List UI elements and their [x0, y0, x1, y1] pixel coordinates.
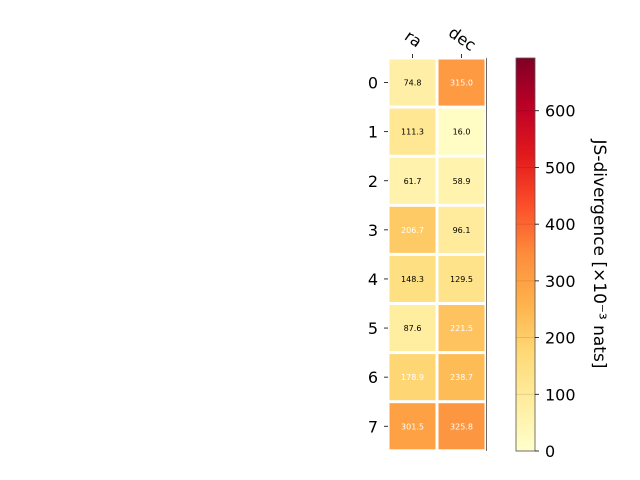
heatmap-cell	[438, 403, 485, 450]
cell-value-label: 58.9	[453, 177, 471, 186]
heatmap-cell	[438, 108, 485, 155]
heatmap-cell	[389, 305, 436, 352]
colorbar-label: JS-divergence [×10⁻³ nats]	[589, 139, 609, 369]
y-tick-label: 2	[368, 172, 378, 191]
y-tick-label: 1	[368, 123, 378, 142]
colorbar-tick-label: 100	[545, 385, 576, 404]
heatmap-cell	[389, 255, 436, 302]
heatmap-cell	[438, 255, 485, 302]
heatmap-cell	[438, 354, 485, 401]
cell-value-label: 206.7	[401, 226, 424, 235]
colorbar	[515, 57, 536, 452]
colorbar-tick-label: 0	[545, 442, 555, 461]
heatmap-cell	[438, 59, 485, 106]
colorbar-tick-label: 400	[545, 215, 576, 234]
y-tick-label: 7	[368, 417, 378, 436]
cell-value-label: 16.0	[453, 128, 471, 137]
y-tick-label: 0	[368, 74, 378, 93]
y-tick-label: 3	[368, 221, 378, 240]
y-tick-label: 6	[368, 368, 378, 387]
y-tick-label: 5	[368, 319, 378, 338]
y-axis-ticks: 0 1 2 3 4 5 6 7	[368, 74, 388, 436]
cell-value-label: 315.0	[450, 79, 473, 88]
cell-value-label: 61.7	[404, 177, 422, 186]
cell-value-label: 238.7	[450, 373, 473, 382]
colorbar-tick-label: 600	[545, 102, 576, 121]
heatmap-cell	[389, 59, 436, 106]
colorbar-ticks: 0 100 200 300 400 500 600	[516, 102, 576, 461]
cell-value-label: 301.5	[401, 422, 424, 431]
heatmap-cell	[389, 206, 436, 253]
y-tick-label: 4	[368, 270, 378, 289]
x-axis-ticks: ra dec	[401, 23, 480, 58]
cell-value-label: 178.9	[401, 373, 424, 382]
colorbar-tick-label: 500	[545, 158, 576, 177]
heatmap-cell	[389, 354, 436, 401]
cell-value-label: 221.5	[450, 324, 473, 333]
heatmap-cell	[438, 305, 485, 352]
colorbar-tick-label: 300	[545, 272, 576, 291]
cell-value-label: 87.6	[404, 324, 422, 333]
cell-value-label: 96.1	[453, 226, 471, 235]
cell-value-label: 148.3	[401, 275, 424, 284]
cell-value-label: 325.8	[450, 422, 473, 431]
colorbar-tick-label: 200	[545, 329, 576, 348]
x-tick-label: dec	[445, 23, 479, 55]
heatmap-cells: 74.8 315.0 111.3 16.0 61.7 58.9 206.7 96.1 148.3…	[389, 59, 485, 450]
x-tick-label: ra	[401, 26, 425, 51]
heatmap-cell	[438, 206, 485, 253]
cell-value-label: 129.5	[450, 275, 473, 284]
heatmap-cell	[389, 157, 436, 204]
heatmap-cell	[438, 157, 485, 204]
heatmap-cell	[389, 108, 436, 155]
cell-value-label: 111.3	[401, 128, 424, 137]
cell-value-label: 74.8	[404, 79, 422, 88]
heatmap-cell	[389, 403, 436, 450]
